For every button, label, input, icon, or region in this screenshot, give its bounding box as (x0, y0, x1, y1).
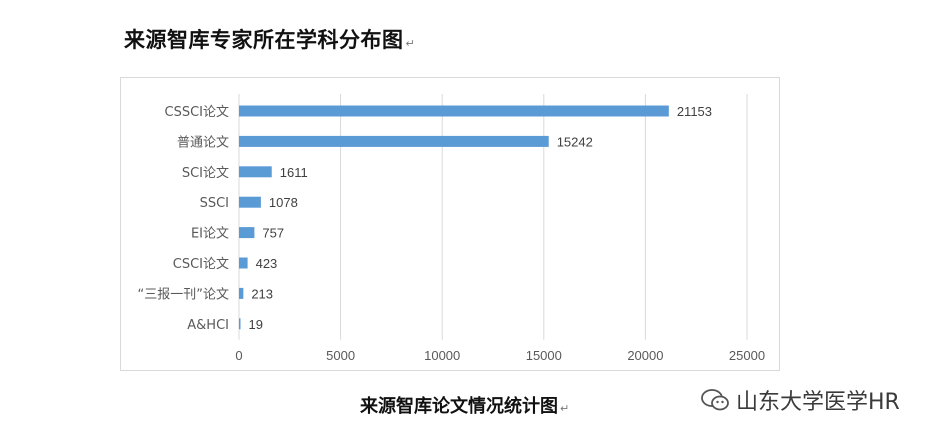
chart-container: 0 5000 10000 15000 20000 25000 CSSCI论文 21153 普通论… (120, 77, 780, 371)
heading-text: 来源智库专家所在学科分布图 (124, 28, 404, 52)
brand-watermark: 山东大学医学HR (700, 385, 900, 415)
data-label: 1078 (269, 195, 298, 210)
data-label: 757 (262, 226, 284, 241)
x-tick-label: 25000 (729, 348, 765, 363)
bar-chart: 0 5000 10000 15000 20000 25000 CSSCI论文 21153 普通论… (138, 94, 765, 363)
bar (239, 135, 549, 147)
bar (239, 196, 261, 208)
x-tick-label: 0 (235, 348, 242, 363)
wechat-official-account-icon (701, 389, 729, 411)
bar (239, 166, 272, 178)
category-label: 普通论文 (177, 135, 229, 150)
caption-text: 来源智库论文情况统计图 (360, 396, 558, 417)
bar (239, 257, 248, 269)
category-label: EI论文 (191, 227, 229, 242)
return-mark: ↵ (405, 37, 416, 50)
category-label: SSCI (200, 196, 229, 211)
category-label: CSSCI论文 (165, 105, 230, 120)
data-label: 19 (249, 317, 263, 332)
data-label: 21153 (677, 104, 712, 119)
category-label: A&HCI (187, 318, 229, 333)
bar (239, 227, 255, 239)
bar (239, 287, 244, 299)
bar (239, 318, 241, 330)
category-label: CSCI论文 (173, 257, 229, 272)
data-label: 15242 (557, 134, 593, 149)
caption-return-mark: ↵ (560, 402, 570, 415)
data-label: 1611 (280, 165, 308, 180)
category-label: “三报一刊”论文 (138, 287, 229, 302)
chart-caption: 来源智库论文情况统计图 ↵ (360, 392, 569, 418)
data-label: 213 (251, 286, 273, 301)
x-tick-label: 10000 (424, 348, 460, 363)
bar (239, 105, 669, 117)
x-tick-label: 20000 (627, 348, 663, 363)
brand-text: 山东大学医学HR (736, 390, 900, 415)
page-heading: 来源智库专家所在学科分布图 ↵ (124, 24, 415, 54)
data-label: 423 (256, 256, 278, 271)
x-tick-label: 5000 (326, 348, 355, 363)
category-label: SCI论文 (182, 166, 229, 181)
x-tick-label: 15000 (526, 348, 562, 363)
